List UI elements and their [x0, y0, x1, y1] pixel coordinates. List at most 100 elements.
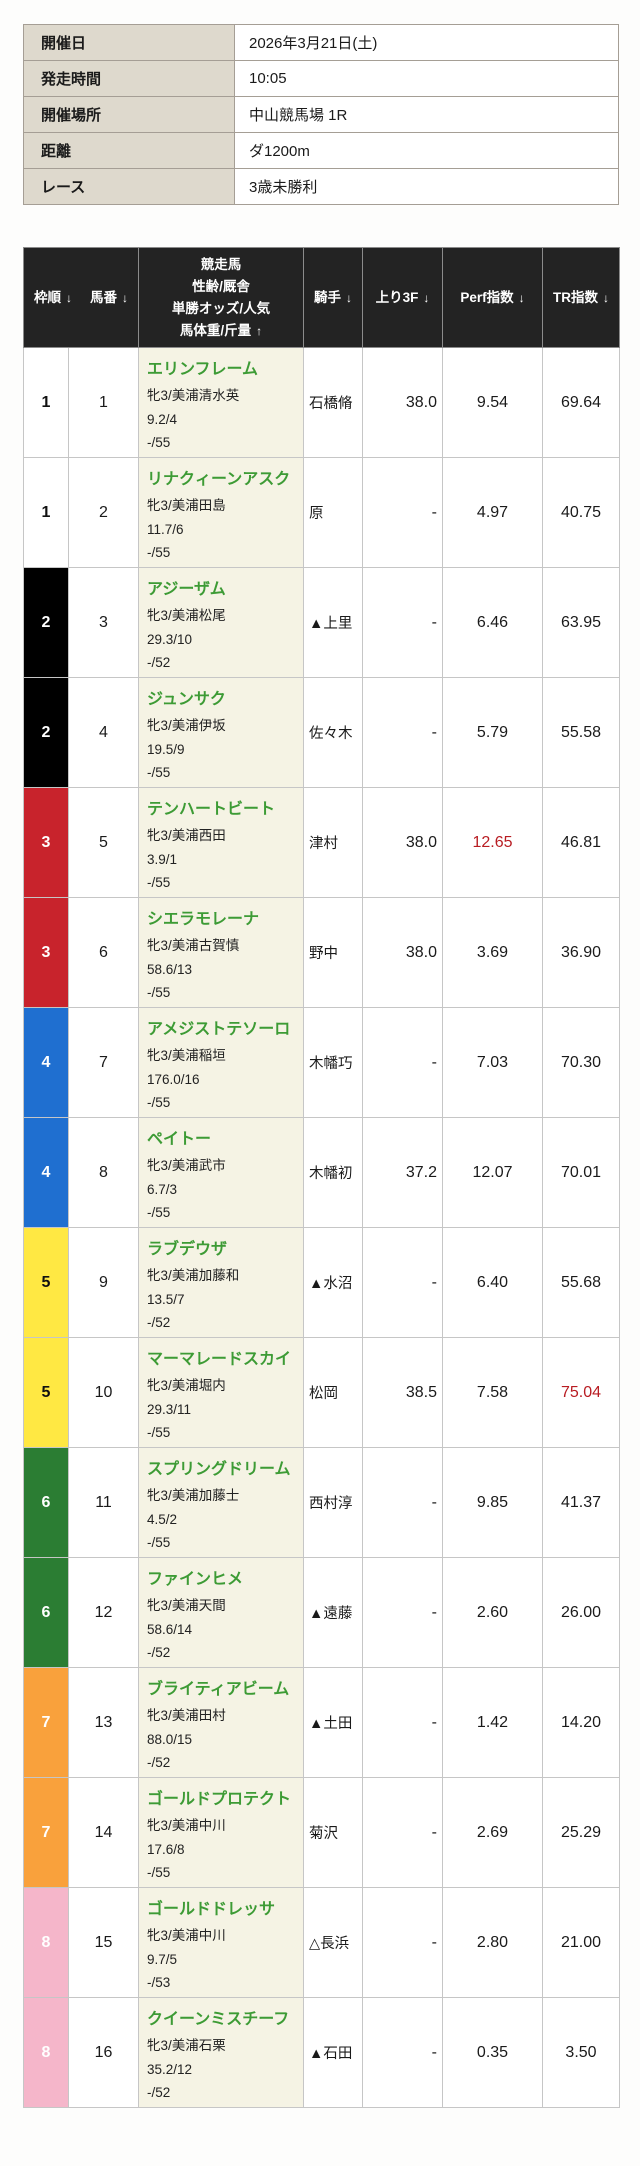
- horse-sex-age-stable: 牝3/美浦西田: [147, 828, 226, 843]
- horse-name-link[interactable]: クイーンミスチーフ: [147, 2011, 290, 2028]
- sort-down-icon[interactable]: ↓: [518, 290, 525, 305]
- tr-index-cell: 55.58: [542, 677, 620, 788]
- horse-sex-age-stable: 牝3/美浦武市: [147, 1158, 226, 1173]
- jockey-cell: △長浜: [303, 1887, 363, 1998]
- horse-name-link[interactable]: スプリングドリーム: [147, 1461, 291, 1478]
- jockey-sort-label[interactable]: 騎手: [314, 289, 341, 305]
- header-horse-line-4[interactable]: 馬体重/斤量 ↑: [141, 320, 301, 342]
- jockey-cell: 木幡巧: [303, 1007, 363, 1118]
- entry-row: 2 3 アジーザム 牝3/美浦松尾 29.3/10 -/52 ▲上里 - 6.4…: [23, 567, 620, 678]
- jockey-cell: ▲水沼: [303, 1227, 363, 1338]
- jockey-cell: 原: [303, 457, 363, 568]
- horse-sex-age-stable: 牝3/美浦清水英: [147, 388, 240, 403]
- horse-number-cell: 13: [68, 1667, 139, 1778]
- agari-3f-cell: -: [362, 1887, 443, 1998]
- tr-sort-label[interactable]: TR指数: [553, 289, 598, 305]
- horse-cell: クイーンミスチーフ 牝3/美浦石栗 35.2/12 -/52: [138, 1997, 304, 2108]
- horse-name-link[interactable]: マーマレードスカイ: [147, 1351, 292, 1368]
- horse-name-link[interactable]: ブライティアビーム: [147, 1681, 290, 1698]
- horse-odds-popularity: 29.3/11: [147, 1401, 192, 1417]
- horse-number-cell: 15: [68, 1887, 139, 1998]
- horse-name-link[interactable]: ファインヒメ: [147, 1571, 244, 1588]
- horse-name-link[interactable]: リナクィーンアスク: [147, 471, 291, 488]
- race-info-row: 開催日 2026年3月21日(土): [23, 24, 619, 61]
- sort-down-icon[interactable]: ↓: [603, 290, 609, 305]
- horse-sex-age-stable: 牝3/美浦中川: [147, 1928, 226, 1943]
- header-frame-and-number[interactable]: 枠順 ↓ 馬番 ↓: [23, 247, 139, 348]
- entry-row: 7 13 ブライティアビーム 牝3/美浦田村 88.0/15 -/52 ▲土田 …: [23, 1667, 620, 1778]
- entry-row: 1 2 リナクィーンアスク 牝3/美浦田島 11.7/6 -/55 原 - 4.…: [23, 457, 620, 568]
- sort-down-icon[interactable]: ↓: [66, 290, 72, 305]
- header-perf-index[interactable]: Perf指数 ↓: [442, 247, 543, 348]
- horse-weight-load: -/55: [147, 1535, 171, 1550]
- weight-sort-label[interactable]: 馬体重/斤量: [179, 322, 252, 338]
- perf-index-cell: 2.80: [442, 1887, 543, 1998]
- horse-number-cell: 1: [68, 347, 139, 458]
- perf-index-cell: 7.03: [442, 1007, 543, 1118]
- horse-cell: アジーザム 牝3/美浦松尾 29.3/10 -/52: [138, 567, 304, 678]
- race-info-label: 距離: [23, 132, 235, 169]
- horse-name-link[interactable]: ゴールドドレッサ: [147, 1901, 276, 1918]
- agari-3f-cell: 38.0: [362, 347, 443, 458]
- sort-down-icon[interactable]: ↓: [423, 290, 430, 305]
- horse-odds-popularity: 6.7/3: [147, 1181, 178, 1197]
- horse-name-link[interactable]: エリンフレーム: [147, 361, 259, 378]
- horse-odds-popularity: 9.7/5: [147, 1951, 178, 1967]
- horse-cell: マーマレードスカイ 牝3/美浦堀内 29.3/11 -/55: [138, 1337, 304, 1448]
- perf-sort-label[interactable]: Perf指数: [460, 289, 514, 305]
- agari-3f-cell: 38.5: [362, 1337, 443, 1448]
- race-info-label: レース: [23, 168, 235, 205]
- agari-3f-cell: 37.2: [362, 1117, 443, 1228]
- horse-name-link[interactable]: シエラモレーナ: [147, 911, 260, 928]
- header-horse-line-3: 単勝オッズ/人気: [171, 300, 271, 316]
- entry-row: 6 11 スプリングドリーム 牝3/美浦加藤士 4.5/2 -/55 西村淳 -…: [23, 1447, 620, 1558]
- entry-row: 3 5 テンハートビート 牝3/美浦西田 3.9/1 -/55 津村 38.0 …: [23, 787, 620, 898]
- tr-index-cell: 70.01: [542, 1117, 620, 1228]
- horse-sex-age-stable: 牝3/美浦松尾: [147, 608, 226, 623]
- frame-sort-label[interactable]: 枠順: [34, 289, 61, 305]
- frame-number-cell: 5: [23, 1337, 69, 1448]
- sort-down-icon[interactable]: ↓: [122, 290, 128, 305]
- horse-weight-load: -/52: [147, 1645, 171, 1660]
- horse-odds-popularity: 58.6/14: [147, 1621, 193, 1637]
- horse-name-link[interactable]: アジーザム: [147, 581, 226, 598]
- frame-number-cell: 7: [23, 1667, 69, 1778]
- horse-name-link[interactable]: アメジストテソーロ: [147, 1021, 291, 1038]
- agari-3f-cell: -: [362, 1667, 443, 1778]
- horse-name-link[interactable]: ペイトー: [147, 1131, 212, 1148]
- perf-index-cell: 2.69: [442, 1777, 543, 1888]
- horse-name-link[interactable]: ラブデウザ: [147, 1241, 228, 1258]
- header-jockey[interactable]: 騎手 ↓: [303, 247, 363, 348]
- horse-number-cell: 11: [68, 1447, 139, 1558]
- number-sort-label[interactable]: 馬番: [90, 289, 117, 305]
- entry-row: 4 8 ペイトー 牝3/美浦武市 6.7/3 -/55 木幡初 37.2 12.…: [23, 1117, 620, 1228]
- jockey-cell: 石橋脩: [303, 347, 363, 458]
- frame-number-cell: 6: [23, 1447, 69, 1558]
- header-agari-3f[interactable]: 上り3F ↓: [362, 247, 443, 348]
- horse-cell: テンハートビート 牝3/美浦西田 3.9/1 -/55: [138, 787, 304, 898]
- header-horse[interactable]: 競走馬 性齢/厩舎 単勝オッズ/人気 馬体重/斤量 ↑: [138, 247, 304, 348]
- agari-3f-cell: 38.0: [362, 897, 443, 1008]
- horse-name-link[interactable]: ジュンサク: [147, 691, 226, 708]
- agari-sort-label[interactable]: 上り3F: [375, 289, 419, 305]
- sort-up-icon[interactable]: ↑: [256, 323, 263, 338]
- header-tr-index[interactable]: TR指数 ↓: [542, 247, 620, 348]
- jockey-cell: ▲遠藤: [303, 1557, 363, 1668]
- race-info-label: 開催日: [23, 24, 235, 61]
- horse-cell: ゴールドドレッサ 牝3/美浦中川 9.7/5 -/53: [138, 1887, 304, 1998]
- header-number-label[interactable]: 馬番 ↓: [90, 287, 128, 309]
- horse-name-link[interactable]: テンハートビート: [147, 801, 276, 818]
- agari-3f-cell: -: [362, 1777, 443, 1888]
- frame-number-cell: 3: [23, 897, 69, 1008]
- horse-weight-load: -/55: [147, 1095, 171, 1110]
- header-frame-label[interactable]: 枠順 ↓: [34, 287, 72, 309]
- entry-row: 7 14 ゴールドプロテクト 牝3/美浦中川 17.6/8 -/55 菊沢 - …: [23, 1777, 620, 1888]
- horse-number-cell: 6: [68, 897, 139, 1008]
- agari-3f-cell: -: [362, 1997, 443, 2108]
- tr-index-cell: 26.00: [542, 1557, 620, 1668]
- horse-number-cell: 12: [68, 1557, 139, 1668]
- sort-down-icon[interactable]: ↓: [346, 290, 352, 305]
- entry-row: 4 7 アメジストテソーロ 牝3/美浦稲垣 176.0/16 -/55 木幡巧 …: [23, 1007, 620, 1118]
- horse-number-cell: 9: [68, 1227, 139, 1338]
- horse-name-link[interactable]: ゴールドプロテクト: [147, 1791, 292, 1808]
